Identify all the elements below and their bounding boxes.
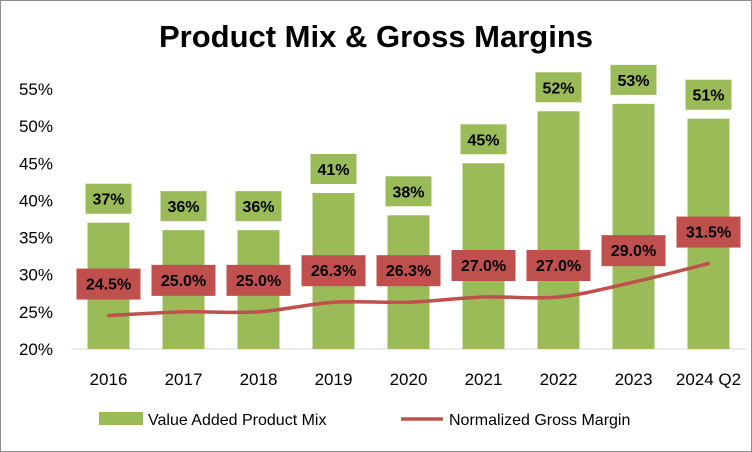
y-tick-label: 40% [19, 191, 53, 210]
bar-label-box [460, 124, 507, 155]
y-tick-label: 50% [19, 117, 53, 136]
x-tick-label: 2019 [315, 370, 353, 389]
line-label-box [226, 264, 291, 296]
legend-swatch-bar [99, 412, 143, 425]
line-data-label: 27.0% [461, 258, 506, 275]
x-tick-label: 2024 Q2 [676, 370, 741, 389]
line-data-label: 26.3% [311, 263, 356, 280]
x-tick-label: 2018 [240, 370, 278, 389]
bar-data-label: 41% [317, 162, 349, 179]
bar-data-label: 51% [692, 88, 724, 105]
line-label-box [76, 268, 141, 300]
line-data-label: 26.3% [386, 263, 431, 280]
bar-data-label: 45% [467, 132, 499, 149]
x-tick-label: 2021 [465, 370, 503, 389]
x-tick-label: 2020 [390, 370, 428, 389]
bar-label-box [610, 64, 657, 95]
line-data-label: 25.0% [236, 273, 281, 290]
y-tick-label: 20% [19, 340, 53, 359]
bar [612, 103, 655, 349]
legend-label: Normalized Gross Margin [449, 412, 630, 429]
bar-label-box [310, 154, 357, 184]
bar-data-label: 38% [392, 184, 424, 201]
x-tick-label: 2017 [165, 370, 203, 389]
bar-data-label: 36% [167, 199, 199, 216]
bar-label-box [685, 79, 732, 110]
bar-label-box [235, 191, 282, 222]
line-label-box [151, 264, 216, 296]
chart-title: Product Mix & Gross Margins [158, 19, 594, 54]
line-data-label: 31.5% [686, 225, 731, 242]
y-tick-label: 30% [19, 266, 53, 285]
gross-margin-line [106, 261, 711, 318]
x-tick-label: 2023 [615, 370, 653, 389]
bar-label-box [85, 183, 132, 214]
line-data-label: 29.0% [611, 243, 656, 260]
bar-label-box [385, 176, 432, 207]
bar-data-label: 37% [92, 192, 124, 209]
y-tick-label: 45% [19, 154, 53, 173]
line-data-label: 25.0% [161, 273, 206, 290]
x-tick-label: 2016 [90, 370, 128, 389]
line-label-box [376, 255, 441, 287]
line-label-box [601, 235, 666, 267]
bar-data-label: 52% [542, 80, 574, 97]
line-label-box [451, 250, 516, 281]
legend-label: Value Added Product Mix [148, 412, 326, 429]
line-data-label: 24.5% [86, 277, 131, 294]
line-data-label: 27.0% [536, 258, 581, 275]
x-tick-label: 2022 [540, 370, 578, 389]
line-label-box [301, 255, 366, 287]
bar-label-box [535, 72, 582, 103]
line-label-box [526, 250, 591, 281]
y-tick-label: 35% [19, 229, 53, 248]
y-tick-label: 55% [19, 80, 53, 99]
bar-data-label: 53% [617, 73, 649, 90]
bar-data-label: 36% [242, 199, 274, 216]
y-tick-label: 25% [19, 303, 53, 322]
line-label-box [676, 216, 741, 248]
bar-label-box [160, 191, 207, 222]
bar [537, 111, 580, 350]
